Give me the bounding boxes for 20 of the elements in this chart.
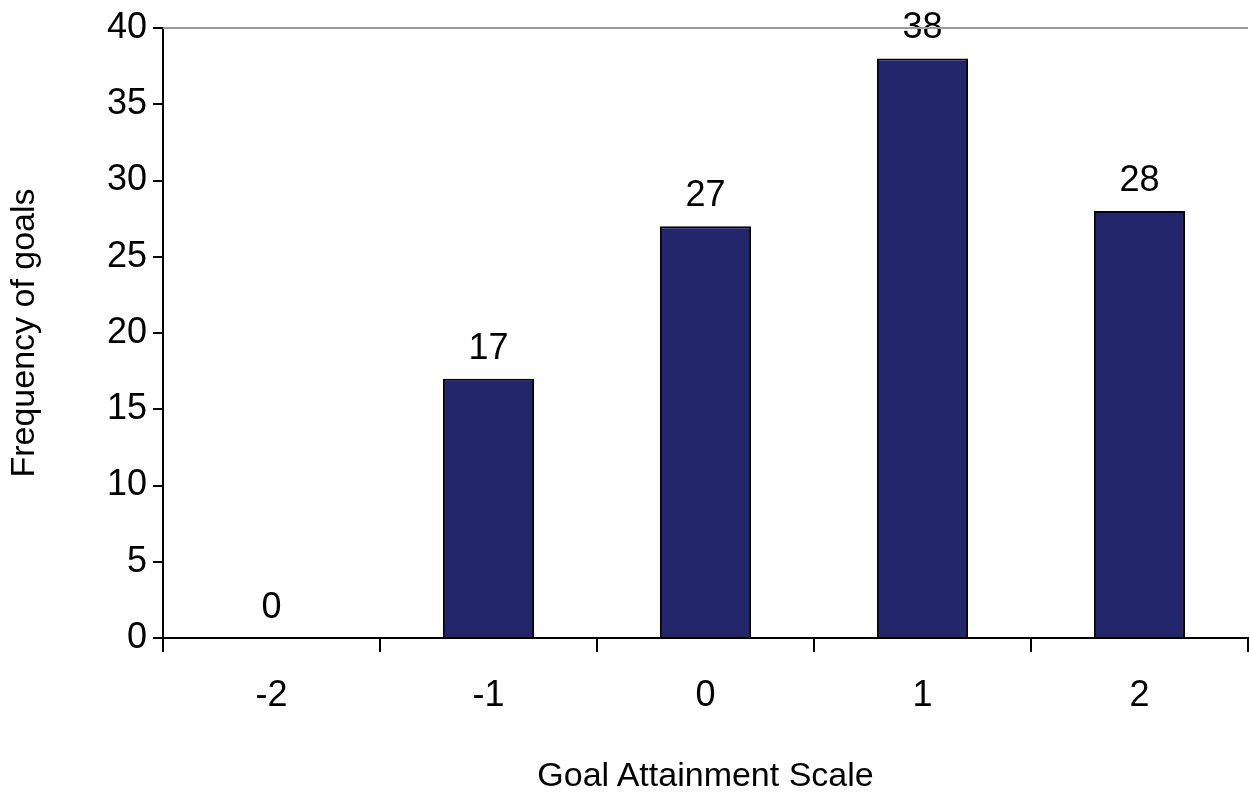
y-tick-label: 30: [106, 157, 147, 199]
x-tick-label: 1: [912, 672, 933, 714]
x-axis-title: Goal Attainment Scale: [537, 754, 874, 793]
x-tick-label: 0: [695, 672, 716, 714]
y-tick-label: 5: [126, 538, 147, 580]
y-tick-label: 0: [126, 614, 147, 656]
data-label: 17: [468, 325, 509, 367]
x-tick-label: -2: [255, 672, 288, 714]
y-tick-label: 25: [106, 233, 147, 275]
data-label: 0: [261, 584, 282, 626]
y-tick-label: 40: [106, 4, 147, 46]
y-tick-label: 35: [106, 81, 147, 123]
y-tick-label: 20: [106, 309, 147, 351]
data-label: 27: [685, 173, 726, 215]
y-tick-label: 15: [106, 386, 147, 428]
data-label: 28: [1119, 157, 1160, 199]
x-tick-label: -1: [472, 672, 505, 714]
x-tick-label: 2: [1129, 672, 1150, 714]
y-axis-title: Frequency of goals: [2, 188, 41, 478]
y-tick-label: 10: [106, 462, 147, 504]
